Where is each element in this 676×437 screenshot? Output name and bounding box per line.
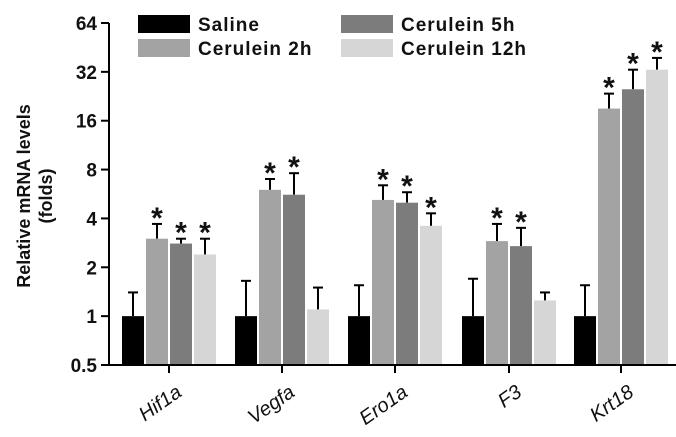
bar (646, 69, 668, 365)
bar (420, 225, 442, 365)
bar (462, 316, 484, 365)
x-category-label: Hif1a (135, 381, 186, 426)
legend-label: Saline (198, 15, 260, 36)
bar (146, 238, 168, 365)
y-tick-label: 0.5 (71, 356, 98, 377)
legend-swatch (341, 39, 393, 57)
bar (510, 246, 532, 365)
significance-star: * (199, 217, 211, 250)
y-tick-label: 2 (86, 258, 97, 279)
significance-star: * (377, 163, 389, 196)
x-category-label: Krt18 (586, 381, 638, 426)
significance-star: * (603, 72, 615, 105)
legend-swatch (341, 15, 393, 33)
significance-star: * (515, 206, 527, 239)
significance-star: * (491, 202, 503, 235)
bar (598, 108, 620, 365)
significance-star: * (264, 157, 276, 190)
bar (622, 89, 644, 365)
significance-star: * (651, 36, 663, 69)
legend-label: Cerulein 2h (198, 39, 312, 60)
y-axis: 0.5 1 2 4 8 16 32 64 (71, 14, 110, 377)
x-category-label: Vegfa (244, 381, 299, 429)
legend-swatch (138, 15, 190, 33)
bar (259, 189, 281, 365)
bar (122, 316, 144, 365)
y-tick-label: 64 (76, 14, 98, 35)
legend: Saline Cerulein 2h Cerulein 5h Cerulein 12h (138, 15, 527, 60)
legend-swatch (138, 39, 190, 57)
y-tick-label: 1 (86, 307, 97, 328)
legend-label: Cerulein 5h (401, 15, 515, 36)
bar (574, 316, 596, 365)
bar (235, 316, 257, 365)
significance-star: * (401, 170, 413, 203)
significance-star: * (425, 191, 437, 224)
bar (486, 241, 508, 365)
y-tick-label: 8 (86, 161, 97, 182)
bar (307, 309, 329, 365)
significance-star: * (288, 151, 300, 184)
x-category-label: Ero1a (356, 381, 412, 430)
y-tick-label: 4 (86, 209, 97, 230)
x-axis: Hif1a Vegfa Ero1a F3 Krt18 (109, 364, 676, 430)
bar (283, 194, 305, 365)
y-axis-label: Relative mRNA levels (14, 104, 34, 287)
y-tick-label: 16 (76, 112, 97, 133)
significance-star: * (175, 217, 187, 250)
bar (534, 300, 556, 365)
bar (396, 202, 418, 365)
bars: * * * * * * * * * * * * * (122, 36, 668, 365)
bar (194, 254, 216, 365)
bar (348, 316, 370, 365)
y-axis-label-units: (folds) (36, 169, 56, 224)
bar (170, 243, 192, 365)
significance-star: * (151, 202, 163, 235)
legend-label: Cerulein 12h (401, 39, 527, 60)
significance-star: * (627, 48, 639, 81)
y-tick-label: 32 (76, 63, 97, 84)
bar (372, 199, 394, 365)
x-category-label: F3 (494, 381, 526, 412)
